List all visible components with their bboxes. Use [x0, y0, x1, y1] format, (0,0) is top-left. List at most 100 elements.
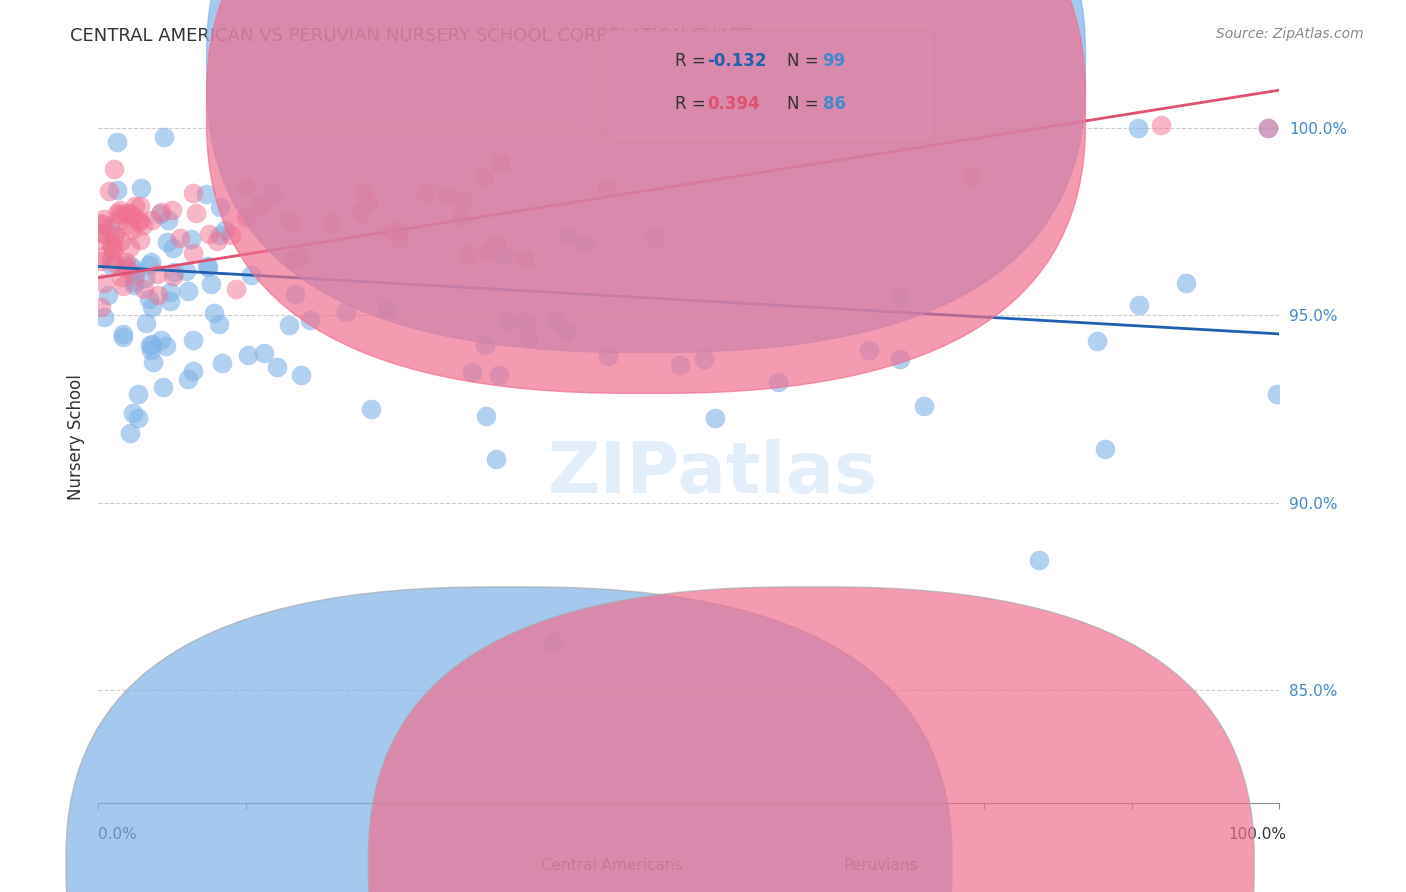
Point: [959, 169, 981, 183]
Point: [235, 210, 257, 224]
Point: [544, 314, 567, 328]
Point: [1128, 298, 1150, 312]
Point: [669, 358, 692, 372]
Point: [141, 336, 163, 351]
Point: [115, 254, 138, 268]
Point: [146, 288, 169, 302]
Point: [766, 376, 789, 390]
Point: [114, 261, 136, 276]
Point: [139, 255, 162, 269]
Point: [129, 214, 152, 228]
Point: [484, 451, 506, 466]
Point: [284, 287, 307, 301]
Point: [121, 406, 143, 420]
Point: [1265, 386, 1288, 401]
Point: [489, 156, 512, 170]
Point: [644, 230, 666, 244]
Point: [122, 275, 145, 289]
Point: [127, 213, 149, 227]
Point: [103, 242, 125, 256]
Point: [240, 268, 263, 282]
Point: [103, 229, 125, 244]
Point: [202, 306, 225, 320]
Point: [413, 186, 436, 200]
Point: [253, 346, 276, 360]
Text: Source: ZipAtlas.com: Source: ZipAtlas.com: [1216, 27, 1364, 41]
Y-axis label: Nursery School: Nursery School: [66, 374, 84, 500]
Point: [114, 260, 136, 274]
Point: [117, 218, 139, 232]
Point: [1175, 276, 1198, 290]
Point: [89, 216, 111, 230]
Point: [1150, 118, 1173, 132]
Point: [266, 359, 288, 374]
Point: [388, 224, 411, 238]
Point: [484, 236, 506, 251]
Point: [152, 380, 174, 394]
Point: [124, 199, 146, 213]
Point: [105, 183, 128, 197]
Point: [159, 294, 181, 309]
Point: [703, 410, 725, 425]
Point: [139, 343, 162, 358]
Point: [134, 281, 156, 295]
Text: Peruvians: Peruvians: [844, 858, 918, 872]
Point: [233, 180, 256, 194]
Point: [515, 315, 537, 329]
Point: [375, 301, 398, 316]
Point: [114, 258, 136, 272]
Point: [89, 254, 111, 268]
Text: N =: N =: [787, 52, 824, 70]
Point: [1094, 442, 1116, 456]
Point: [598, 350, 620, 364]
Point: [183, 333, 205, 347]
Point: [120, 426, 142, 441]
Point: [98, 221, 121, 235]
Point: [195, 187, 218, 202]
Point: [457, 247, 479, 261]
Point: [209, 227, 232, 242]
Point: [138, 258, 160, 272]
Point: [195, 259, 218, 273]
Point: [142, 354, 165, 368]
Point: [93, 249, 115, 263]
Point: [298, 313, 321, 327]
Point: [156, 235, 179, 249]
Point: [207, 317, 229, 331]
Point: [100, 251, 122, 265]
Point: [350, 206, 373, 220]
Point: [93, 211, 115, 226]
Point: [176, 284, 198, 298]
Point: [181, 364, 204, 378]
Point: [208, 200, 231, 214]
Point: [134, 271, 156, 285]
Point: [290, 250, 312, 264]
Point: [141, 213, 163, 227]
Point: [104, 227, 127, 242]
Point: [135, 316, 157, 330]
Point: [97, 184, 120, 198]
Point: [149, 205, 172, 219]
Text: 99: 99: [823, 52, 846, 70]
Point: [110, 270, 132, 285]
Text: Central Americans: Central Americans: [541, 858, 683, 872]
Point: [162, 268, 184, 283]
Point: [360, 401, 382, 416]
Point: [155, 339, 177, 353]
Point: [889, 351, 911, 366]
Point: [211, 356, 233, 370]
Text: ZIPatlas: ZIPatlas: [547, 439, 877, 508]
Point: [110, 234, 132, 248]
Point: [693, 352, 716, 367]
Point: [474, 338, 496, 352]
Point: [498, 314, 520, 328]
Point: [1126, 120, 1149, 135]
Point: [436, 188, 458, 202]
Point: [180, 232, 202, 246]
Point: [127, 411, 149, 425]
Point: [100, 235, 122, 250]
Point: [139, 337, 162, 351]
Point: [162, 241, 184, 255]
Text: 86: 86: [823, 95, 845, 113]
Text: 100.0%: 100.0%: [1229, 827, 1286, 841]
